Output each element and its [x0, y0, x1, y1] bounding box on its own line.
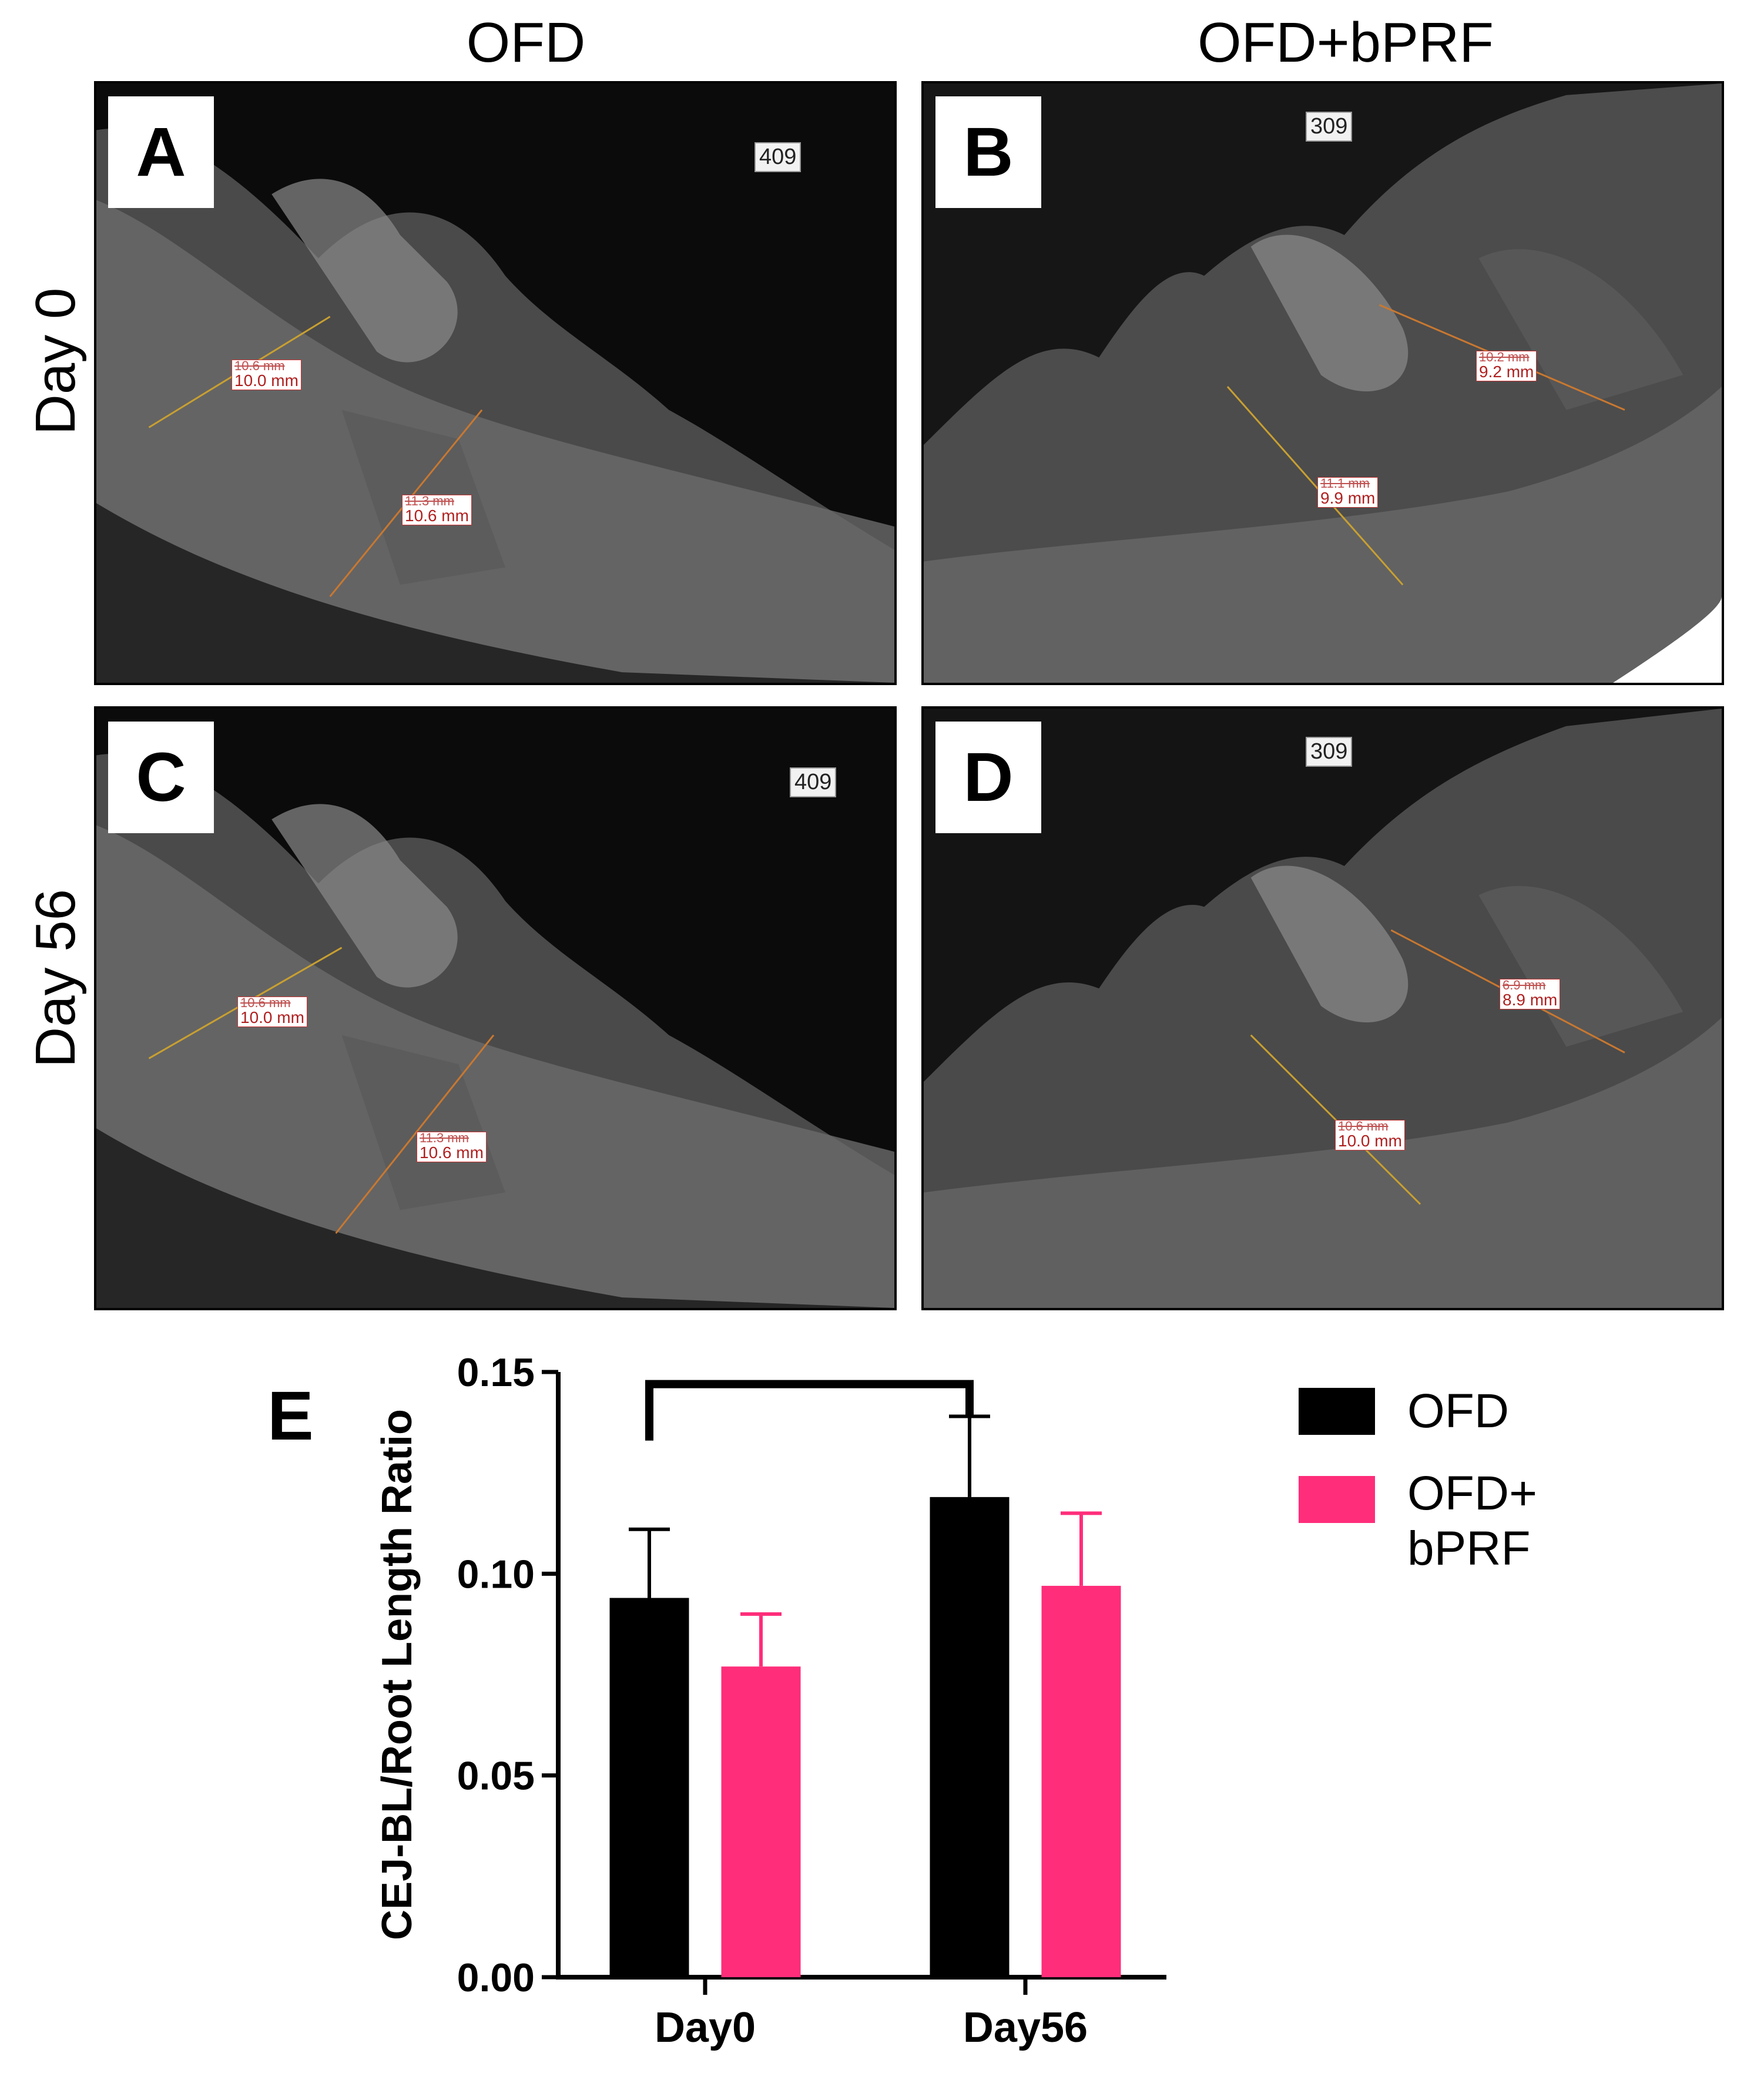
xray-image [924, 83, 1722, 683]
xray-image [924, 709, 1722, 1308]
superseded-measurement: 11.3 mm [420, 1130, 469, 1145]
panel-label-c: C [108, 722, 214, 833]
bar-chart: 0.00 0.05 0.10 0.15 CEJ-BL/Root Length Ratio… [267, 1350, 1166, 2051]
row-title-day56: Day 56 [24, 888, 87, 1068]
legend-label-ofd-bprf-line1: OFD+ [1407, 1467, 1537, 1520]
measurement-value: 10.0 mm [1338, 1132, 1402, 1150]
legend-swatch-ofd [1299, 1388, 1375, 1435]
y-tick-label: 0.10 [457, 1552, 535, 1596]
xray-panel-d: D 309 6.9 mm 8.9 mm 10.6 mm 10.0 mm [921, 706, 1724, 1310]
y-tick-label: 0.05 [457, 1754, 535, 1799]
measurement-value: 10.0 mm [240, 1008, 304, 1026]
measurement-label: 10.6 mm 10.0 mm [1335, 1120, 1405, 1150]
xray-image [96, 83, 894, 683]
measurement-label: 10.2 mm 9.2 mm [1476, 351, 1537, 381]
row-title-day0: Day 0 [24, 287, 87, 435]
superseded-measurement: 11.3 mm [405, 494, 454, 508]
superseded-measurement: 10.6 mm [234, 358, 285, 373]
xray-panel-b: B 309 10.2 mm 9.2 mm 11.1 mm 9.9 mm [921, 81, 1724, 685]
y-axis-label: CEJ-BL/Root Length Ratio [374, 1409, 421, 1940]
measurement-value: 9.9 mm [1320, 489, 1376, 507]
superseded-measurement: 10.6 mm [240, 995, 291, 1010]
x-tick-label: Day56 [963, 2004, 1088, 2051]
xray-image [96, 709, 894, 1308]
bar-ofd-day0 [609, 1598, 689, 1977]
panel-label-a: A [108, 96, 214, 208]
measurement-value: 8.9 mm [1503, 991, 1558, 1009]
y-tick-label: 0.15 [457, 1350, 535, 1395]
panel-label-d: D [935, 722, 1041, 833]
measurement-label: 11.3 mm 10.6 mm [402, 495, 472, 525]
measurement-value: 10.6 mm [420, 1143, 484, 1162]
column-title-ofd: OFD [466, 11, 586, 74]
significance-bracket [645, 1380, 974, 1441]
bar-ofd-day56 [930, 1497, 1010, 1977]
measurement-value: 10.6 mm [405, 506, 469, 525]
sample-id-tag: 309 [1306, 737, 1353, 767]
legend-swatch-ofd-bprf [1299, 1476, 1375, 1523]
measurement-label: 11.3 mm 10.6 mm [417, 1132, 487, 1162]
superseded-measurement: 10.6 mm [1338, 1119, 1389, 1133]
bar-ofd-bprf-day0 [721, 1666, 801, 1977]
panel-label-e: E [267, 1377, 314, 1455]
measurement-label: 10.6 mm 10.0 mm [232, 360, 301, 390]
x-tick-label: Day0 [655, 2004, 756, 2051]
superseded-measurement: 11.1 mm [1320, 476, 1370, 491]
xray-panel-a: A 409 10.6 mm 10.0 mm 11.3 mm 10.6 mm [94, 81, 897, 685]
bar-ofd-bprf-day56 [1041, 1585, 1121, 1977]
legend-label-ofd: OFD [1407, 1384, 1510, 1438]
legend-label-ofd-bprf-line2: bPRF [1407, 1522, 1531, 1575]
superseded-measurement: 10.2 mm [1479, 350, 1530, 364]
sample-id-tag: 309 [1306, 112, 1353, 142]
y-tick-label: 0.00 [457, 1955, 535, 2000]
measurement-label: 6.9 mm 8.9 mm [1500, 978, 1561, 1009]
xray-panel-c: C 409 10.6 mm 10.0 mm 11.3 mm 10.6 mm [94, 706, 897, 1310]
panel-label-b: B [935, 96, 1041, 208]
measurement-value: 10.0 mm [234, 371, 299, 390]
measurement-label: 10.6 mm 10.0 mm [237, 997, 307, 1027]
measurement-value: 9.2 mm [1479, 363, 1534, 381]
sample-id-tag: 409 [790, 767, 837, 797]
measurement-label: 11.1 mm 9.9 mm [1317, 476, 1379, 508]
sample-id-tag: 409 [754, 142, 801, 172]
superseded-measurement: 6.9 mm [1503, 978, 1546, 992]
column-title-ofd-bprf: OFD+bPRF [1197, 11, 1494, 74]
